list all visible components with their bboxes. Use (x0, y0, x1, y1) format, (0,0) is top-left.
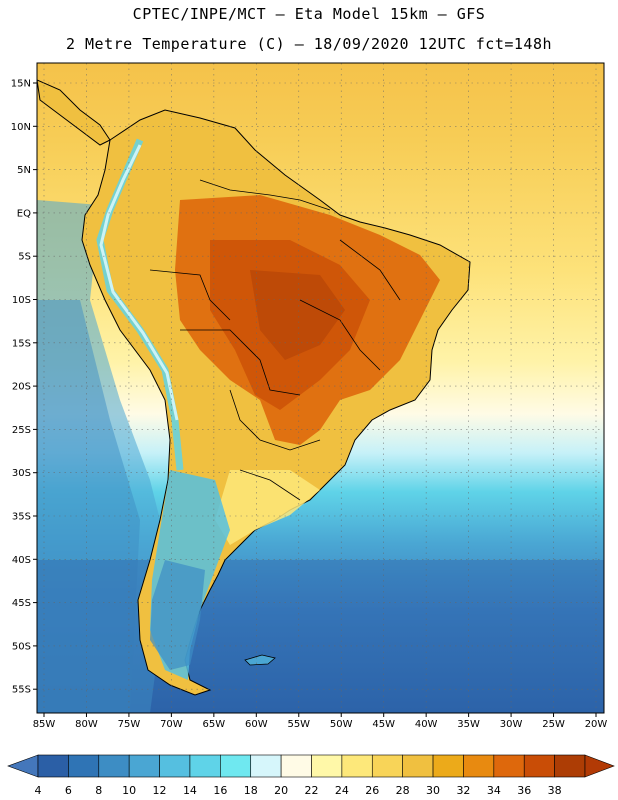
colorbar-label: 18 (243, 784, 258, 797)
lat-label: 5S (18, 252, 31, 263)
country-borders (149, 179, 401, 501)
colorbar-swatch (159, 754, 191, 778)
colorbar-swatch (341, 754, 373, 778)
colorbar-swatch (98, 754, 130, 778)
lon-label: 20W (585, 719, 608, 730)
lat-label: EQ (17, 208, 31, 219)
lon-label: 55W (287, 719, 310, 730)
colorbar-swatch (311, 754, 343, 778)
lon-label: 30W (500, 719, 523, 730)
colorbar-label: 38 (547, 784, 562, 797)
map-frame (37, 63, 604, 713)
colorbar-label: 20 (274, 784, 289, 797)
colorbar-label: 6 (64, 784, 72, 797)
colorbar-label: 22 (304, 784, 319, 797)
colorbar-label: 16 (213, 784, 228, 797)
lat-label: 50S (12, 641, 31, 652)
lat-label: 20S (12, 382, 31, 393)
colorbar-label: 34 (486, 784, 501, 797)
colorbar-swatch (432, 754, 464, 778)
central-america (37, 79, 111, 146)
colorbar-label: 28 (395, 784, 410, 797)
colorbar-swatch (523, 754, 555, 778)
lat-label: 10S (12, 295, 31, 306)
lon-label: 70W (160, 719, 183, 730)
title-line-2: 2 Metre Temperature (C) – 18/09/2020 12U… (65, 35, 553, 53)
colorbar-high-arrow (584, 754, 615, 778)
falklands (244, 654, 276, 666)
colorbar-swatch (371, 754, 403, 778)
colorbar-swatch (128, 754, 160, 778)
lat-label: 45S (12, 598, 31, 609)
lon-label: 35W (457, 719, 480, 730)
colorbar-swatch (280, 754, 312, 778)
colorbar-swatch (493, 754, 525, 778)
lat-label: 5N (17, 165, 31, 176)
colorbar-swatch (402, 754, 434, 778)
map-border (36, 62, 605, 714)
lon-label: 25W (542, 719, 565, 730)
lon-label: 80W (75, 719, 98, 730)
lat-label: 15N (11, 79, 31, 90)
colorbar-swatch (250, 754, 282, 778)
graticule (37, 63, 604, 713)
lon-label: 50W (330, 719, 353, 730)
colorbar-swatch (463, 754, 495, 778)
title-line-1: CPTEC/INPE/MCT – Eta Model 15km – GFS (132, 5, 486, 23)
lat-label: 55S (12, 685, 31, 696)
lon-label: 65W (203, 719, 226, 730)
colorbar-swatch (220, 754, 252, 778)
lon-label: 45W (372, 719, 395, 730)
lat-label: 30S (12, 468, 31, 479)
colorbar-swatch (68, 754, 100, 778)
lat-label: 10N (11, 122, 31, 133)
colorbar-swatch (37, 754, 69, 778)
colorbar-low-arrow (7, 754, 39, 778)
colorbar-label: 30 (426, 784, 441, 797)
colorbar-label: 4 (34, 784, 42, 797)
colorbar-swatch (189, 754, 221, 778)
lat-label: 25S (12, 425, 31, 436)
colorbar (7, 754, 615, 778)
lat-label: 15S (12, 338, 31, 349)
colorbar-label: 36 (517, 784, 532, 797)
colorbar-label: 32 (456, 784, 471, 797)
lat-label: 40S (12, 555, 31, 566)
colorbar-label: 10 (122, 784, 137, 797)
lon-label: 60W (245, 719, 268, 730)
lon-label: 40W (415, 719, 438, 730)
colorbar-label: 24 (334, 784, 349, 797)
colorbar-label: 12 (152, 784, 167, 797)
lat-label: 35S (12, 512, 31, 523)
lon-label: 75W (118, 719, 141, 730)
colorbar-label: 8 (95, 784, 103, 797)
colorbar-label: 26 (365, 784, 380, 797)
colorbar-swatch (554, 754, 586, 778)
colorbar-label: 14 (182, 784, 197, 797)
lon-label: 85W (33, 719, 56, 730)
